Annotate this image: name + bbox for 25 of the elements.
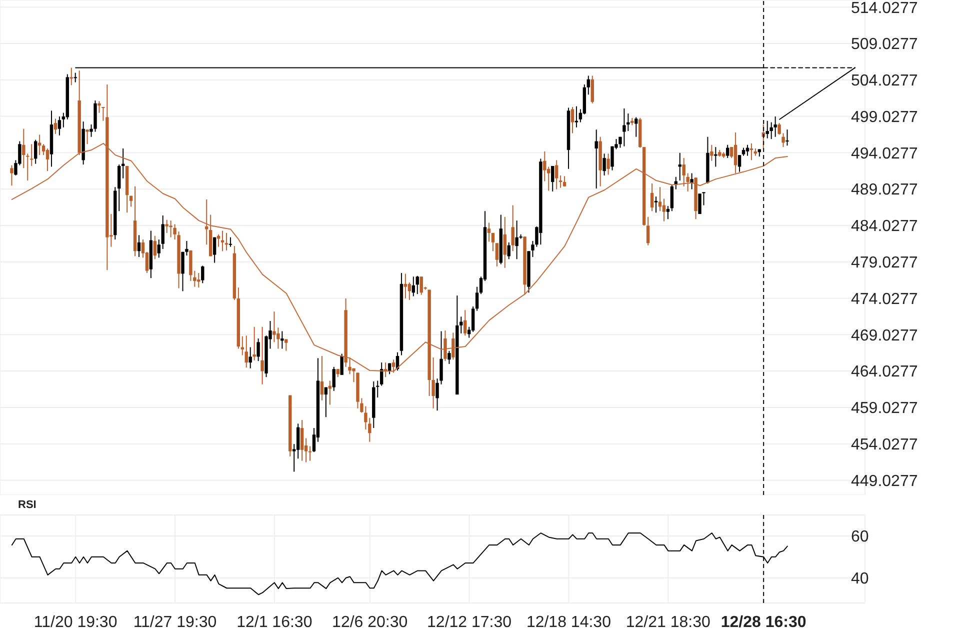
x-tick-label: 12/6 20:30 xyxy=(332,614,408,631)
y-tick-label: 60 xyxy=(851,528,869,546)
x-tick-label: 11/27 19:30 xyxy=(133,614,217,631)
x-tick-label: 12/18 14:30 xyxy=(526,614,612,631)
x-tick-label: 12/1 16:30 xyxy=(236,614,312,631)
y-tick-label: 474.0277 xyxy=(851,290,918,308)
y-tick-label: 484.0277 xyxy=(851,218,918,236)
y-tick-label: 509.0277 xyxy=(851,36,918,54)
x-tick-label: 12/21 18:30 xyxy=(626,614,710,631)
y-tick-label: 499.0277 xyxy=(851,108,918,126)
y-tick-label: 514.0277 xyxy=(851,0,918,17)
y-tick-label: 459.0277 xyxy=(851,400,918,418)
y-tick-label: 504.0277 xyxy=(851,72,918,90)
x-tick-label: 12/28 16:30 xyxy=(720,614,806,631)
y-tick-label: 40 xyxy=(851,570,869,588)
y-tick-label: 479.0277 xyxy=(851,254,918,272)
y-tick-label: 469.0277 xyxy=(851,327,918,344)
y-tick-label: 449.0277 xyxy=(851,472,918,490)
chart-title: RSI xyxy=(18,499,36,511)
y-tick-label: 494.0277 xyxy=(851,145,918,162)
y-tick-label: 464.0277 xyxy=(851,364,918,381)
y-tick-label: 489.0277 xyxy=(851,182,918,199)
x-tick-label: 11/20 19:30 xyxy=(34,614,118,631)
y-tick-label: 454.0277 xyxy=(851,436,918,454)
x-tick-label: 12/12 17:30 xyxy=(427,614,512,631)
